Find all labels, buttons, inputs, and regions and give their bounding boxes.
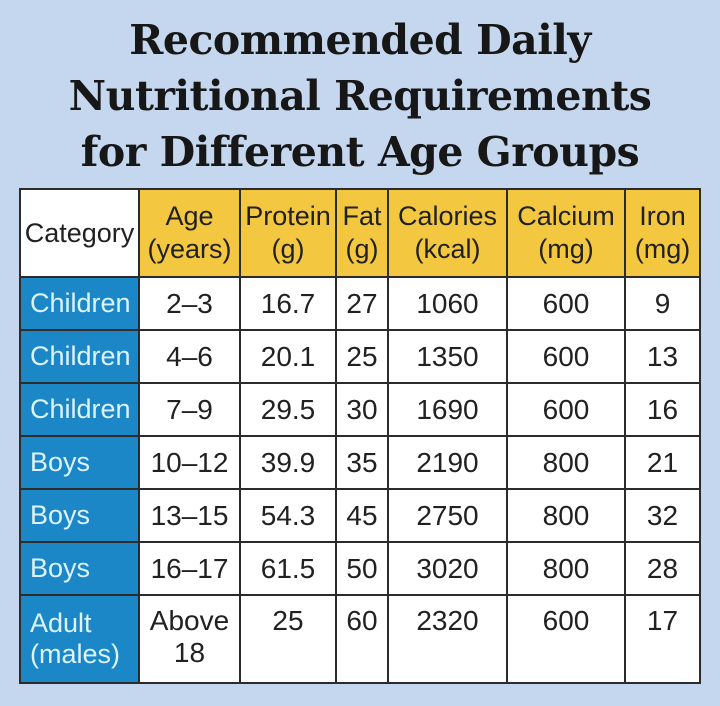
iron-cell: 16 xyxy=(624,382,701,437)
iron-cell: 21 xyxy=(624,435,701,490)
table-row-boys-16-17: Boys 16–17 61.5 50 3020 800 28 xyxy=(19,541,701,596)
category-cell: Boys xyxy=(19,435,140,490)
table-header-row: Category Age (years) Protein (g) Fat (g) Ca… xyxy=(19,188,701,278)
column-header-iron: Iron (mg) xyxy=(624,188,701,278)
age-cell: 16–17 xyxy=(138,541,241,596)
calories-cell: 1060 xyxy=(387,276,508,331)
fat-cell: 45 xyxy=(335,488,389,543)
category-cell: Children xyxy=(19,382,140,437)
fat-cell: 27 xyxy=(335,276,389,331)
column-header-calories: Calories (kcal) xyxy=(387,188,508,278)
title-line-2: Nutritional Requirements xyxy=(68,72,652,120)
protein-cell: 20.1 xyxy=(239,329,337,384)
title-line-3: for Different Age Groups xyxy=(80,128,640,176)
iron-cell: 9 xyxy=(624,276,701,331)
iron-cell: 17 xyxy=(624,594,701,684)
table-row-children-7-9: Children 7–9 29.5 30 1690 600 16 xyxy=(19,382,701,437)
category-cell: Children xyxy=(19,329,140,384)
column-header-category: Category xyxy=(19,188,140,278)
calcium-cell: 800 xyxy=(506,488,626,543)
calories-cell: 3020 xyxy=(387,541,508,596)
age-cell: 4–6 xyxy=(138,329,241,384)
iron-cell: 28 xyxy=(624,541,701,596)
iron-cell: 13 xyxy=(624,329,701,384)
column-header-fat: Fat (g) xyxy=(335,188,389,278)
protein-cell: 25 xyxy=(239,594,337,684)
category-cell: Boys xyxy=(19,541,140,596)
column-header-age: Age (years) xyxy=(138,188,241,278)
age-cell: 10–12 xyxy=(138,435,241,490)
calories-cell: 2320 xyxy=(387,594,508,684)
table-row-children-2-3: Children 2–3 16.7 27 1060 600 9 xyxy=(19,276,701,331)
calories-cell: 1350 xyxy=(387,329,508,384)
table-row-boys-13-15: Boys 13–15 54.3 45 2750 800 32 xyxy=(19,488,701,543)
protein-cell: 61.5 xyxy=(239,541,337,596)
nutrition-table: Category Age (years) Protein (g) Fat (g) Ca… xyxy=(19,188,701,684)
age-cell: Above 18 xyxy=(138,594,241,684)
fat-cell: 25 xyxy=(335,329,389,384)
protein-cell: 54.3 xyxy=(239,488,337,543)
protein-cell: 16.7 xyxy=(239,276,337,331)
category-cell: Adult (males) xyxy=(19,594,140,684)
calcium-cell: 800 xyxy=(506,435,626,490)
calories-cell: 2190 xyxy=(387,435,508,490)
category-cell: Children xyxy=(19,276,140,331)
iron-cell: 32 xyxy=(624,488,701,543)
column-header-protein: Protein (g) xyxy=(239,188,337,278)
calcium-cell: 600 xyxy=(506,382,626,437)
table-row-boys-10-12: Boys 10–12 39.9 35 2190 800 21 xyxy=(19,435,701,490)
calcium-cell: 800 xyxy=(506,541,626,596)
calcium-cell: 600 xyxy=(506,276,626,331)
age-cell: 13–15 xyxy=(138,488,241,543)
calcium-cell: 600 xyxy=(506,329,626,384)
table-row-adult-males: Adult (males) Above 18 25 60 2320 600 17 xyxy=(19,594,701,684)
fat-cell: 60 xyxy=(335,594,389,684)
category-cell: Boys xyxy=(19,488,140,543)
calories-cell: 1690 xyxy=(387,382,508,437)
age-cell: 2–3 xyxy=(138,276,241,331)
page-title: Recommended Daily Nutritional Requiremen… xyxy=(8,12,712,180)
calcium-cell: 600 xyxy=(506,594,626,684)
calories-cell: 2750 xyxy=(387,488,508,543)
column-header-calcium: Calcium (mg) xyxy=(506,188,626,278)
table-row-children-4-6: Children 4–6 20.1 25 1350 600 13 xyxy=(19,329,701,384)
fat-cell: 50 xyxy=(335,541,389,596)
protein-cell: 29.5 xyxy=(239,382,337,437)
fat-cell: 35 xyxy=(335,435,389,490)
age-cell: 7–9 xyxy=(138,382,241,437)
title-line-1: Recommended Daily xyxy=(129,16,591,64)
protein-cell: 39.9 xyxy=(239,435,337,490)
fat-cell: 30 xyxy=(335,382,389,437)
